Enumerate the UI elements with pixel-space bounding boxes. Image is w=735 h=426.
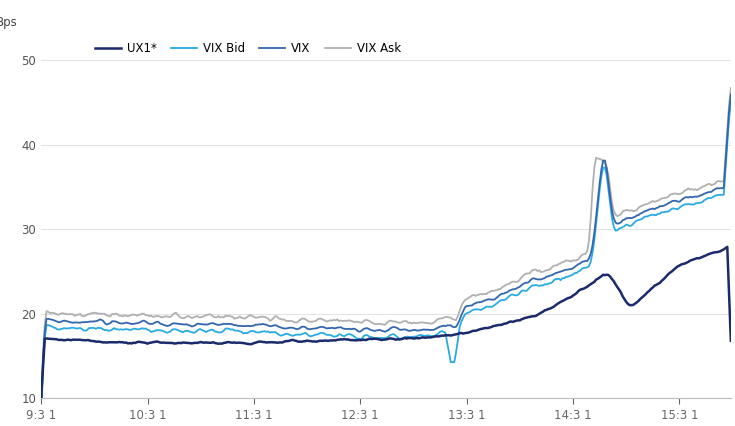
UX1* bbox=[118, 340, 127, 345]
VIX Bid bbox=[726, 99, 735, 104]
VIX Ask bbox=[37, 408, 46, 413]
VIX bbox=[569, 266, 578, 271]
VIX Ask bbox=[569, 258, 578, 263]
Line: VIX: VIX bbox=[41, 95, 731, 414]
VIX bbox=[118, 321, 127, 326]
VIX Bid bbox=[604, 188, 613, 193]
VIX Ask bbox=[118, 314, 127, 319]
VIX Ask bbox=[604, 173, 613, 178]
Line: VIX Bid: VIX Bid bbox=[41, 102, 731, 419]
VIX Ask bbox=[500, 284, 509, 289]
VIX Bid bbox=[553, 276, 562, 282]
UX1* bbox=[526, 314, 535, 320]
VIX Ask bbox=[726, 86, 735, 91]
VIX bbox=[553, 270, 562, 275]
UX1* bbox=[500, 321, 509, 326]
VIX Ask bbox=[553, 263, 562, 268]
VIX bbox=[526, 277, 535, 282]
VIX bbox=[726, 92, 735, 97]
Line: UX1*: UX1* bbox=[41, 247, 731, 397]
UX1* bbox=[37, 394, 46, 399]
VIX Bid bbox=[118, 327, 127, 332]
VIX Bid bbox=[569, 272, 578, 277]
Line: VIX Ask: VIX Ask bbox=[41, 88, 731, 411]
UX1* bbox=[569, 293, 578, 298]
VIX Bid bbox=[37, 417, 46, 422]
UX1* bbox=[723, 244, 732, 249]
Legend: UX1*, VIX Bid, VIX, VIX Ask: UX1*, VIX Bid, VIX, VIX Ask bbox=[96, 42, 401, 55]
UX1* bbox=[726, 338, 735, 343]
UX1* bbox=[553, 302, 562, 307]
Text: Bps: Bps bbox=[0, 16, 18, 29]
VIX bbox=[37, 412, 46, 417]
VIX Bid bbox=[526, 284, 535, 289]
UX1* bbox=[604, 273, 613, 278]
VIX Bid bbox=[500, 297, 509, 302]
VIX bbox=[604, 181, 613, 186]
VIX Ask bbox=[526, 270, 535, 275]
VIX bbox=[500, 291, 509, 296]
